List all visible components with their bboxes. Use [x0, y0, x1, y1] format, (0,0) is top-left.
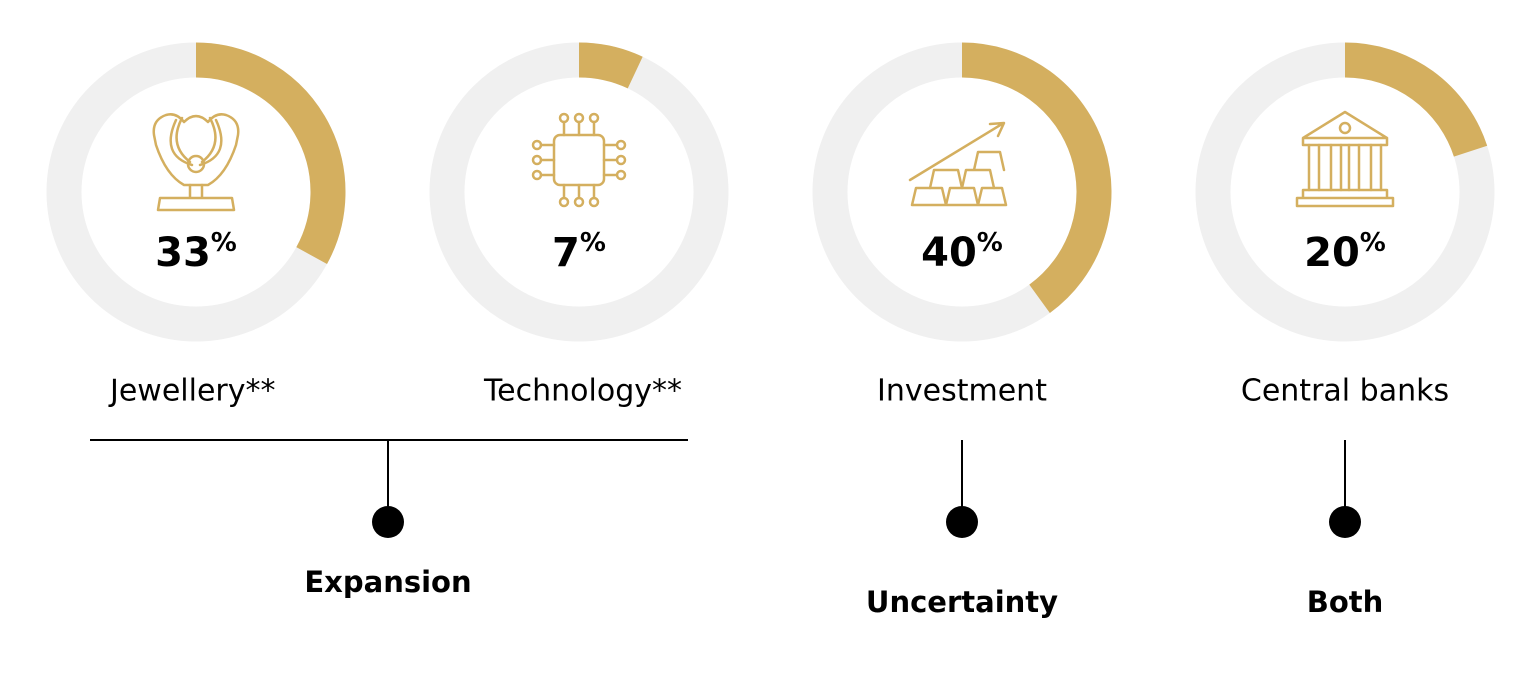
- donut-segment: [195, 42, 346, 265]
- value: 33: [155, 230, 211, 276]
- category-label: Jewellery**: [108, 374, 276, 409]
- unit: %: [580, 228, 606, 258]
- category-label: Investment: [877, 374, 1047, 409]
- bank-icon: [1295, 110, 1395, 208]
- connectors: [90, 439, 1346, 522]
- connector-dot: [946, 506, 978, 538]
- donut-segment: [578, 42, 643, 89]
- jewellery-icon: [152, 113, 240, 212]
- category-label: Technology**: [483, 374, 682, 409]
- group-label: Expansion: [304, 565, 471, 599]
- value: 40: [921, 230, 977, 276]
- donut-segment: [1344, 42, 1488, 158]
- chip-icon: [531, 112, 627, 208]
- value-label: 20%: [1304, 228, 1386, 277]
- unit: %: [1360, 228, 1386, 258]
- value-label: 40%: [921, 228, 1003, 277]
- unit: %: [977, 228, 1003, 258]
- value-label: 7%: [552, 228, 606, 277]
- group-label: Both: [1307, 585, 1384, 619]
- unit: %: [211, 228, 237, 258]
- value-label: 33%: [155, 228, 237, 277]
- value: 7: [552, 230, 580, 276]
- group-label: Uncertainty: [866, 585, 1058, 619]
- connector-dot: [1329, 506, 1361, 538]
- donut-segment: [961, 42, 1112, 313]
- value: 20: [1304, 230, 1360, 276]
- investment-icon: [908, 121, 1008, 207]
- category-label: Central banks: [1241, 374, 1449, 409]
- connector-dot: [372, 506, 404, 538]
